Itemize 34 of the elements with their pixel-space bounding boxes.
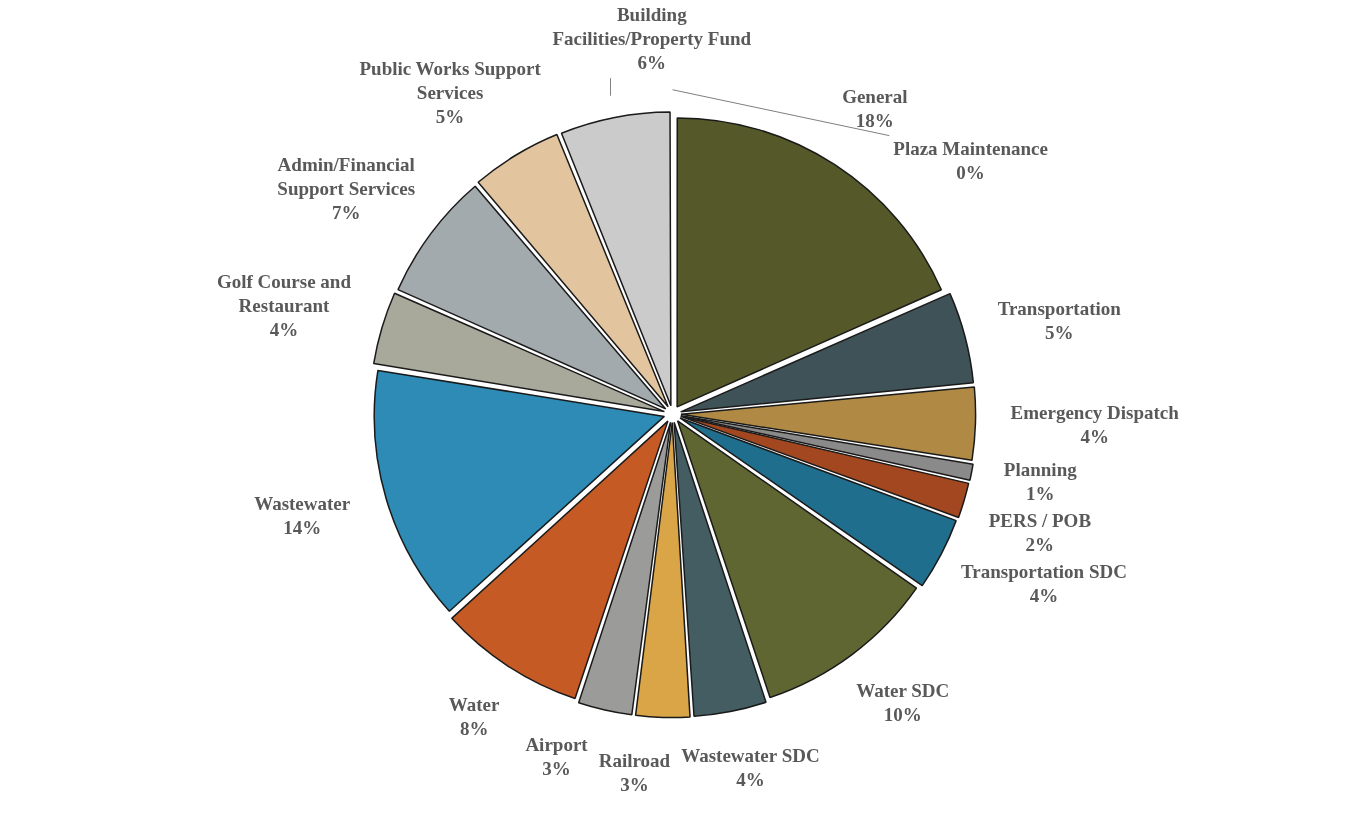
slice-label: Transportation: [997, 298, 1122, 320]
data-label: 5%: [1045, 322, 1074, 344]
data-label: 5%: [435, 105, 465, 127]
data-label: 2%: [1025, 534, 1055, 556]
slice-label: Public Works Support Services: [359, 57, 542, 103]
category-label: Plaza Maintenance: [893, 137, 1048, 159]
data-label: 4%: [736, 769, 765, 791]
slice-label: Wastewater: [254, 492, 351, 514]
slice-label: Railroad: [598, 750, 671, 772]
text: 0%: [956, 161, 985, 183]
slice-label: Water SDC: [856, 680, 950, 702]
data-label: 18%: [855, 110, 894, 132]
slice-label: Water: [448, 693, 501, 715]
slice-label: Transportation SDC: [961, 560, 1127, 582]
data-label: 3%: [620, 774, 649, 796]
slice-label: PERS / POB: [988, 510, 1092, 532]
slice-label: Building Facilities/Property Fund: [552, 4, 752, 50]
slice-label: Wastewater SDC: [681, 745, 820, 767]
data-label: 6%: [637, 52, 667, 74]
data-label: 4%: [269, 319, 299, 341]
data-label: 3%: [542, 757, 571, 779]
data-label: 14%: [283, 516, 322, 538]
data-label: 8%: [459, 717, 489, 739]
data-label: 7%: [331, 202, 361, 224]
data-label: 4%: [1080, 425, 1109, 447]
slice-label: Admin/Financial Support Services: [277, 154, 416, 200]
data-label: 10%: [883, 704, 922, 726]
slice-label: Emergency Dispatch: [1010, 401, 1180, 423]
slice-label: Planning: [1003, 459, 1078, 481]
slice-label: Airport: [525, 733, 589, 755]
data-label: 1%: [1026, 483, 1055, 505]
slice-label: General: [842, 86, 908, 108]
slice-label: Golf Course and Restaurant: [216, 271, 352, 317]
data-label: 4%: [1029, 584, 1059, 606]
